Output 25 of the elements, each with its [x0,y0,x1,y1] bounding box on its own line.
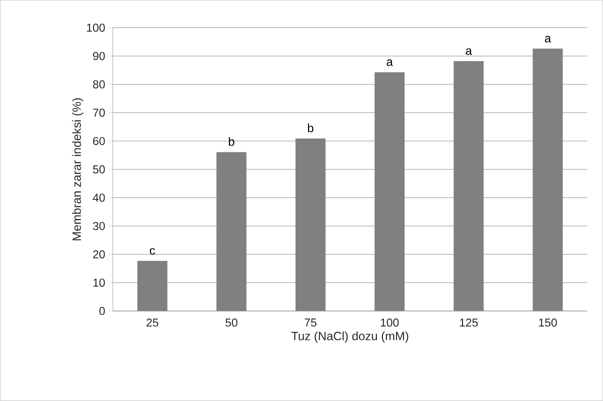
x-tick-label: 150 [539,318,557,327]
y-tick-label: 0 [99,307,105,316]
y-tick-label: 90 [93,52,105,60]
x-tick-label: 75 [304,318,316,327]
y-tick-label: 20 [93,250,105,259]
y-tick-label: 10 [93,278,105,287]
x-tick-label: 50 [226,318,238,327]
y-tick-label: 100 [87,24,105,32]
annotation: b [228,137,234,146]
x-axis-title: Tuz (NaCl) dozu (mM) [291,332,408,343]
y-tick-label: 60 [93,137,105,146]
x-tick-label: 25 [146,318,158,327]
y-tick-label: 40 [92,194,105,202]
y-tick-label: 30 [92,222,105,230]
annotation: c [150,248,156,255]
annotation: a [386,60,393,66]
y-axis-title: Membran zarar indeksi (%) [72,98,84,240]
annotation: a [466,48,472,56]
annotation: a [544,36,552,43]
y-tick-label: 50 [92,165,105,174]
x-tick-label: 100 [380,318,399,327]
x-tick-label: 125 [460,318,478,327]
annotation: b [308,124,314,132]
y-tick-label: 80 [93,80,105,89]
y-tick-label: 70 [93,108,105,117]
